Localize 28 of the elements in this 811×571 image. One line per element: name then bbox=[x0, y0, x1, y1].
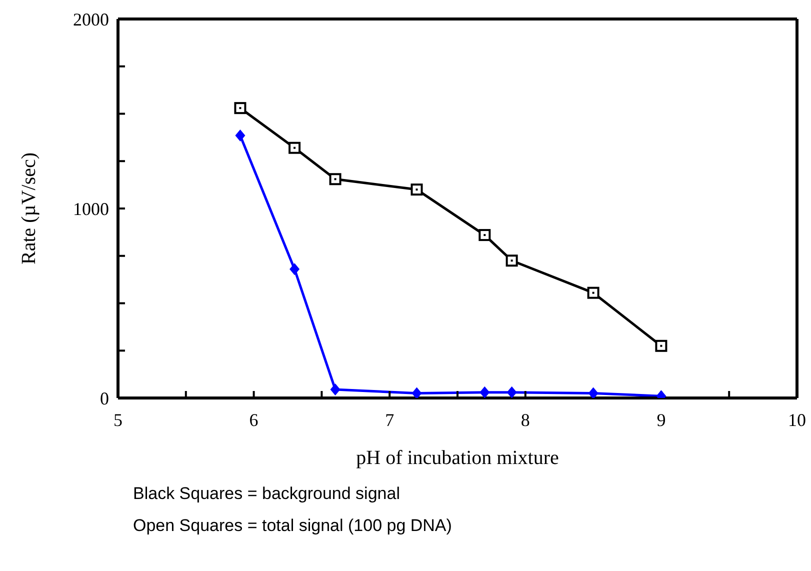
point bbox=[288, 142, 301, 154]
point bbox=[234, 102, 246, 114]
point bbox=[478, 229, 491, 242]
y-tick-label: 0 bbox=[100, 388, 109, 408]
x-tick-label: 6 bbox=[249, 410, 258, 430]
point bbox=[480, 386, 490, 398]
x-tick-label: 8 bbox=[520, 410, 530, 430]
point bbox=[588, 387, 598, 398]
y-tick-label: 1000 bbox=[73, 198, 109, 219]
point bbox=[655, 340, 668, 352]
point bbox=[506, 254, 518, 267]
x-tick-label: 9 bbox=[656, 410, 666, 430]
point bbox=[330, 383, 340, 396]
y-tick-label: 2000 bbox=[73, 9, 109, 30]
point bbox=[410, 184, 423, 196]
point bbox=[329, 173, 342, 186]
x-axis-title: pH of incubation mixture bbox=[356, 447, 559, 469]
point bbox=[506, 386, 517, 398]
text: Black Squares = background signal bbox=[133, 483, 401, 505]
x-tick-label: 7 bbox=[385, 410, 394, 430]
y-axis-title: Rate (µV/sec) bbox=[18, 152, 40, 265]
point bbox=[290, 263, 300, 276]
point bbox=[587, 286, 600, 299]
x-tick-label: 10 bbox=[788, 410, 806, 430]
point bbox=[235, 130, 246, 142]
text: Open Squares = total signal (100 pg DNA) bbox=[133, 515, 452, 537]
x-tick-label: 5 bbox=[114, 410, 122, 430]
point bbox=[412, 387, 422, 398]
